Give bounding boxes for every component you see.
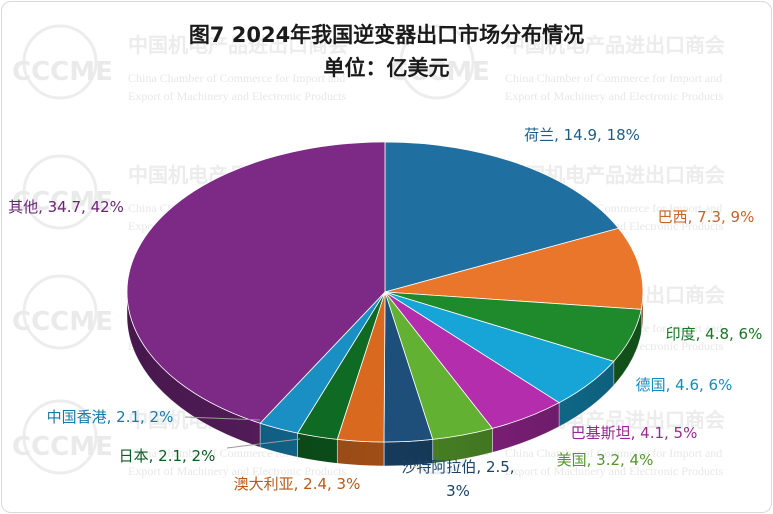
- pie-slice: [384, 141, 620, 293]
- watermark-en-line2: Export of Machinery and Electronic Produ…: [505, 89, 724, 103]
- watermark-cn-name: 中国机电产品进出口商会: [505, 33, 725, 57]
- pie-slice: [126, 141, 386, 424]
- data-label: 中国香港, 2.1, 2%: [47, 408, 174, 426]
- watermark-logo-icon: [22, 24, 98, 100]
- watermark-cn-name: 中国机电产品进出口商会: [128, 33, 348, 57]
- pie-slice-side: [336, 439, 385, 467]
- watermark-logo-text: CCCME: [12, 57, 113, 87]
- watermark-en-line1: China Chamber of Commerce for Import and: [128, 71, 345, 85]
- watermark-logo-icon: [22, 274, 98, 350]
- watermark-en-line2: Export of Machinery and Electronic Produ…: [128, 89, 347, 103]
- data-label: 荷兰, 14.9, 18%: [524, 126, 640, 144]
- watermark-logo-text: CCCME: [12, 307, 113, 337]
- data-label-line2: 3%: [446, 482, 470, 500]
- watermark-logo-text: CCCME: [12, 432, 113, 462]
- data-label-line1: 沙特阿拉伯, 2.5,: [401, 458, 514, 476]
- chart-subtitle: 单位：亿美元: [323, 56, 450, 80]
- watermark-en-line1: China Chamber of Commerce for Import and: [505, 71, 722, 85]
- chart-title: 图7 2024年我国逆变器出口市场分布情况: [188, 23, 585, 47]
- data-label: 巴基斯坦, 4.1, 5%: [571, 424, 698, 442]
- watermark-logo-icon: [22, 154, 98, 230]
- watermark-en-line2: Export of Machinery and Electronic Produ…: [505, 464, 724, 478]
- data-label: 德国, 4.6, 6%: [636, 376, 733, 394]
- leader-line: [226, 438, 301, 449]
- watermark-logo-text: CCCME: [389, 57, 490, 87]
- data-label: 日本, 2.1, 2%: [119, 447, 216, 465]
- watermark-logo-text: CCCME: [12, 187, 113, 217]
- data-label: 巴西, 7.3, 9%: [658, 208, 755, 226]
- watermark-tile: CCCME 中国机电产品进出口商会 China Chamber of Commerc…: [389, 24, 725, 103]
- data-label: 其他, 34.7, 42%: [8, 198, 124, 216]
- watermark-logo-icon: [22, 399, 98, 475]
- watermark-en-line2: Export of Machinery and Electronic Produ…: [128, 464, 347, 478]
- data-label: 沙特阿拉伯, 2.5, 3%: [401, 458, 514, 500]
- data-label: 澳大利亚, 2.4, 3%: [234, 475, 361, 493]
- pie-slice: [384, 227, 644, 310]
- watermark-logo-icon: [399, 24, 475, 100]
- watermark-tile: CCCME 中国机电产品进出口商会 China Chamber of Commerc…: [12, 24, 348, 103]
- leader-line: [184, 416, 261, 421]
- data-label: 美国, 3.2, 4%: [557, 451, 654, 469]
- data-label: 印度, 4.8, 6%: [666, 325, 763, 343]
